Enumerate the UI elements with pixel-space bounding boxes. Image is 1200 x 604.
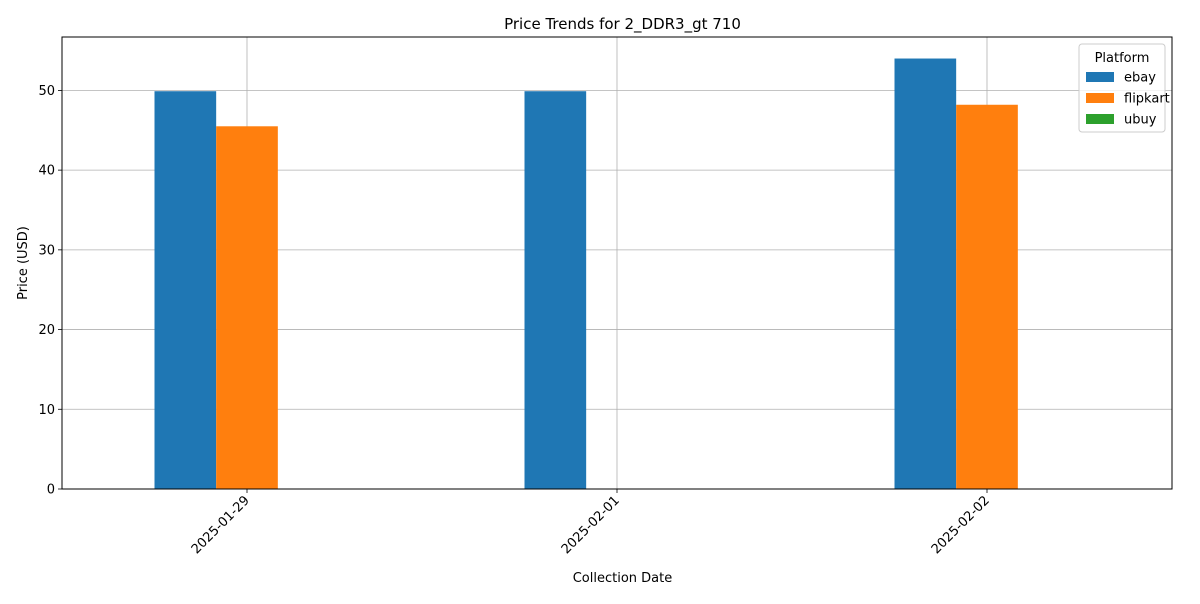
bar-ebay (524, 91, 587, 489)
y-tick-label: 30 (38, 243, 55, 258)
y-tick-label: 10 (38, 403, 55, 418)
legend-swatch-flipkart (1086, 93, 1114, 103)
y-tick-label: 20 (38, 323, 55, 338)
legend-title: Platform (1095, 51, 1150, 66)
bar-ebay (894, 58, 957, 490)
legend-swatch-ubuy (1086, 114, 1114, 124)
y-axis-ticks: 0 10 20 30 40 50 (38, 84, 62, 498)
bar-flipkart (216, 126, 278, 490)
chart-title: Price Trends for 2_DDR3_gt 710 (504, 15, 741, 34)
y-axis-label: Price (USD) (16, 226, 31, 300)
bars (154, 58, 1018, 490)
bar-ebay (154, 91, 217, 489)
legend-label-ebay: ebay (1124, 71, 1156, 86)
y-tick-label: 40 (38, 164, 55, 179)
bar-flipkart (956, 104, 1018, 490)
legend-label-ubuy: ubuy (1124, 113, 1157, 128)
y-tick-label: 0 (47, 483, 55, 498)
x-axis-label: Collection Date (573, 571, 673, 586)
legend-swatch-ebay (1086, 72, 1114, 82)
legend-label-flipkart: flipkart (1124, 92, 1170, 107)
y-tick-label: 50 (38, 84, 55, 99)
legend: Platform ebay flipkart ubuy (1078, 43, 1170, 133)
legend-items: ebay flipkart ubuy (1086, 71, 1170, 128)
legend-box (1078, 43, 1166, 133)
